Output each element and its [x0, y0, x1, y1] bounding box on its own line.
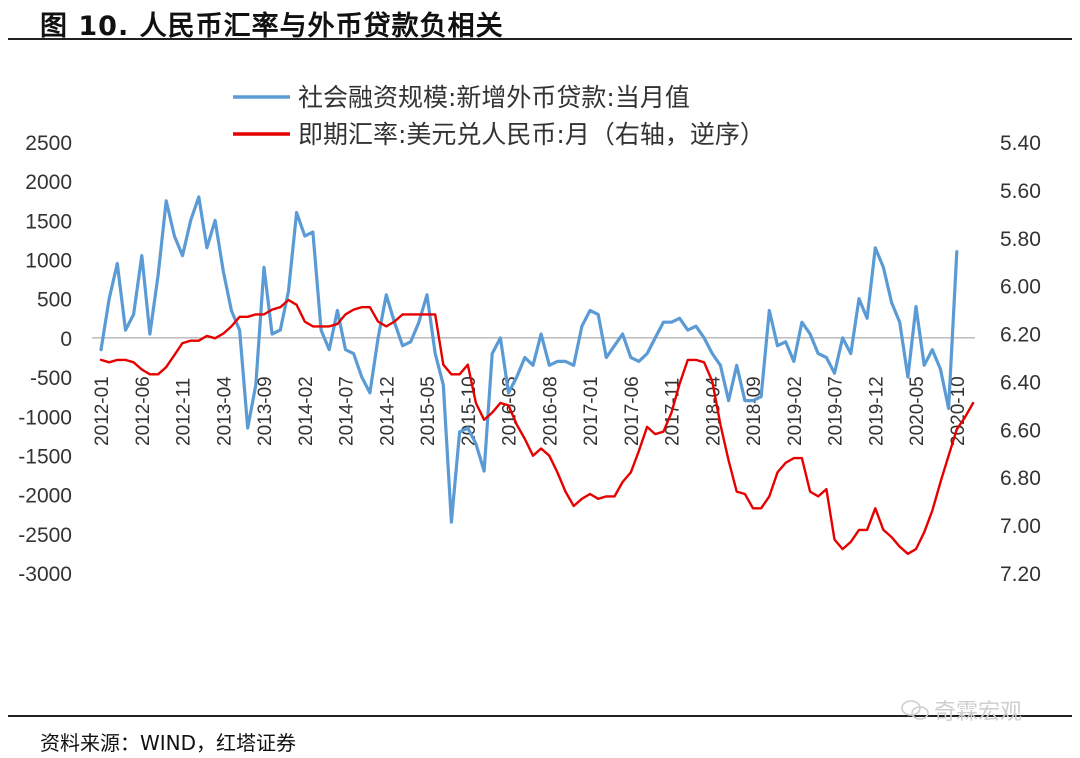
left-tick-label: 2000: [25, 171, 72, 194]
right-tick-label: 6.40: [1000, 371, 1041, 394]
left-tick-label: -2000: [18, 485, 72, 508]
left-tick-label: -500: [30, 367, 72, 390]
right-tick-label: 6.60: [1000, 419, 1041, 442]
x-tick-label: 2013-09: [255, 376, 276, 446]
right-tick-label: 7.00: [1000, 515, 1041, 538]
x-tick-label: 2020-10: [948, 376, 969, 446]
wechat-icon: [901, 700, 929, 720]
source-note: 资料来源：WIND，红塔证券: [40, 731, 297, 755]
right-tick-label: 5.60: [1000, 180, 1041, 203]
figure-title: 图 10. 人民币汇率与外币贷款负相关: [40, 11, 504, 42]
x-tick-label: 2014-02: [296, 376, 317, 446]
x-tick-label: 2019-07: [826, 376, 847, 446]
x-tick-label: 2018-04: [703, 376, 724, 446]
x-tick-label: 2013-04: [214, 376, 235, 446]
x-tick-label: 2014-12: [377, 376, 398, 446]
right-tick-label: 5.40: [1000, 132, 1041, 155]
x-tick-label: 2014-07: [337, 376, 358, 446]
legend-label: 社会融资规模:新增外币贷款:当月值: [298, 83, 690, 112]
x-tick-label: 2019-02: [785, 376, 806, 446]
left-tick-label: 500: [37, 289, 72, 312]
series-line-foreign-loans: [99, 195, 959, 524]
left-tick-label: -3000: [18, 563, 72, 586]
x-tick-label: 2017-11: [663, 378, 684, 446]
x-tick-label: 2018-09: [744, 376, 765, 446]
x-tick-label: 2015-05: [418, 376, 439, 446]
bottom-rule: [8, 715, 1072, 717]
right-tick-label: 6.20: [1000, 324, 1041, 347]
x-tick-label: 2017-06: [622, 376, 643, 446]
left-tick-label: 1500: [25, 210, 72, 233]
left-tick-label: 0: [60, 328, 72, 351]
right-tick-label: 6.00: [1000, 276, 1041, 299]
x-tick-label: 2015-10: [459, 376, 480, 446]
x-tick-label: 2016-08: [540, 376, 561, 446]
right-tick-label: 6.80: [1000, 467, 1041, 490]
x-tick-label: 2012-01: [92, 376, 113, 446]
x-tick-label: 2017-01: [581, 376, 602, 446]
right-tick-label: 5.80: [1000, 228, 1041, 251]
watermark: 奇霖宏观: [900, 694, 1022, 726]
x-tick-label: 2020-05: [907, 376, 928, 446]
chart-area: 2500 2000 1500 1000 500 0 -500 -1000 -1500 -2000 -…: [18, 83, 1041, 586]
left-tick-label: -1000: [18, 406, 72, 429]
left-tick-label: 2500: [25, 132, 72, 155]
legend-label: 即期汇率:美元兑人民币:月（右轴，逆序）: [298, 120, 765, 149]
x-tick-label: 2019-12: [866, 376, 887, 446]
right-tick-label: 7.20: [1000, 563, 1041, 586]
left-tick-label: -2500: [18, 524, 72, 547]
x-tick-label: 2012-11: [174, 378, 195, 446]
left-tick-label: -1500: [18, 445, 72, 468]
series-line-exchange-rate: [99, 298, 975, 555]
x-tick-label: 2012-06: [133, 376, 154, 446]
left-tick-label: 1000: [25, 250, 72, 273]
top-rule: [8, 38, 1072, 40]
watermark-text: 奇霖宏观: [934, 700, 1023, 725]
